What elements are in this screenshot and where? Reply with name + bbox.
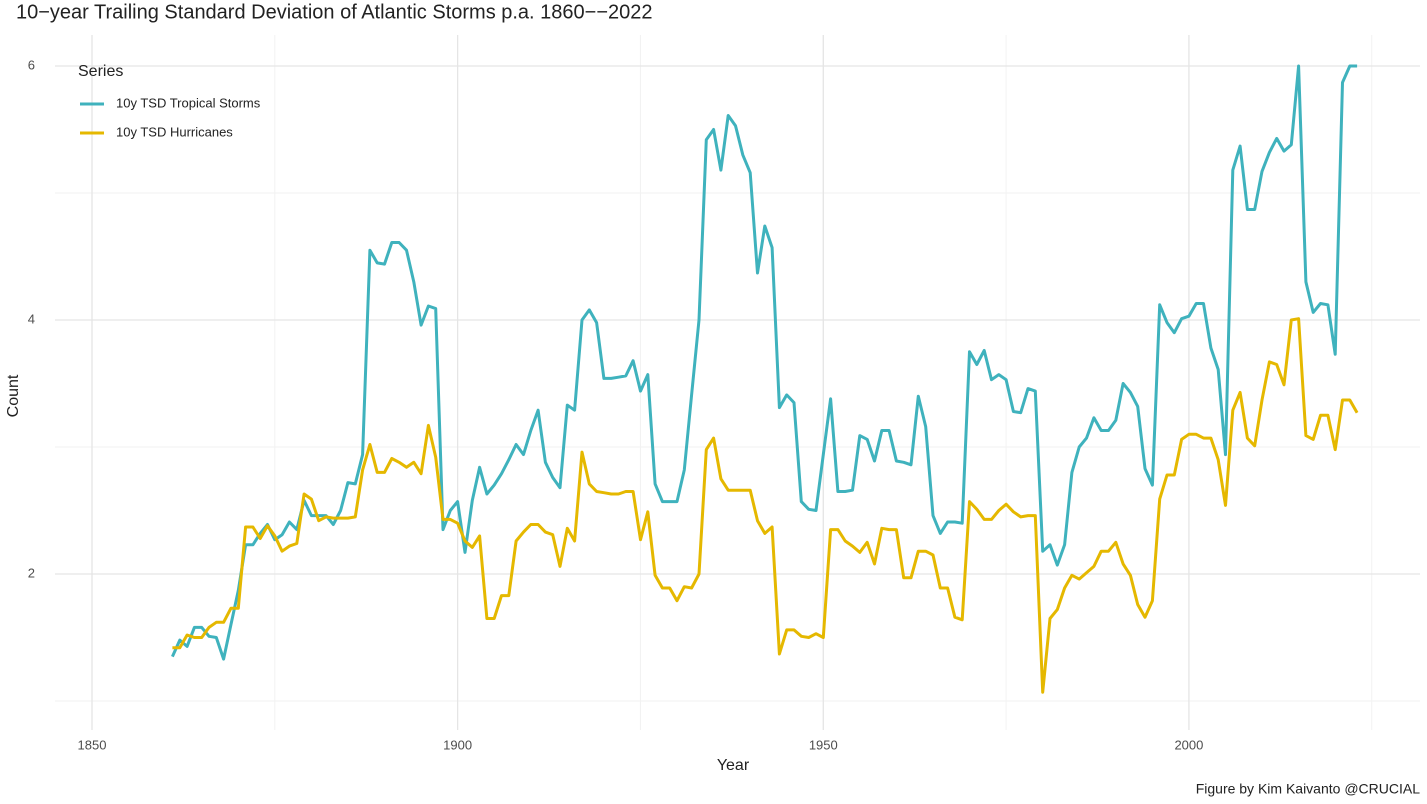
grid: [55, 35, 1420, 730]
plot-lines: [171, 64, 1359, 694]
series-line: [171, 64, 1358, 661]
chart-title: 10−year Trailing Standard Deviation of A…: [16, 1, 653, 23]
x-tick-label: 2000: [1174, 737, 1203, 752]
y-tick-label: 6: [28, 57, 35, 72]
legend-title: Series: [78, 63, 123, 80]
series-line: [172, 317, 1359, 694]
legend: Series 10y TSD Tropical Storms 10y TSD Hur…: [78, 63, 261, 139]
caption: Figure by Kim Kaivanto @CRUCIAL: [1196, 781, 1421, 797]
legend-label: 10y TSD Hurricanes: [116, 124, 233, 139]
y-axis-label: Count: [5, 374, 22, 417]
x-tick-label: 1900: [443, 737, 472, 752]
x-tick-label: 1850: [78, 737, 107, 752]
legend-label: 10y TSD Tropical Storms: [116, 95, 261, 110]
y-tick-label: 2: [28, 565, 35, 580]
x-tick-label: 1950: [809, 737, 838, 752]
x-axis-label: Year: [717, 757, 750, 774]
y-tick-label: 4: [28, 311, 35, 326]
